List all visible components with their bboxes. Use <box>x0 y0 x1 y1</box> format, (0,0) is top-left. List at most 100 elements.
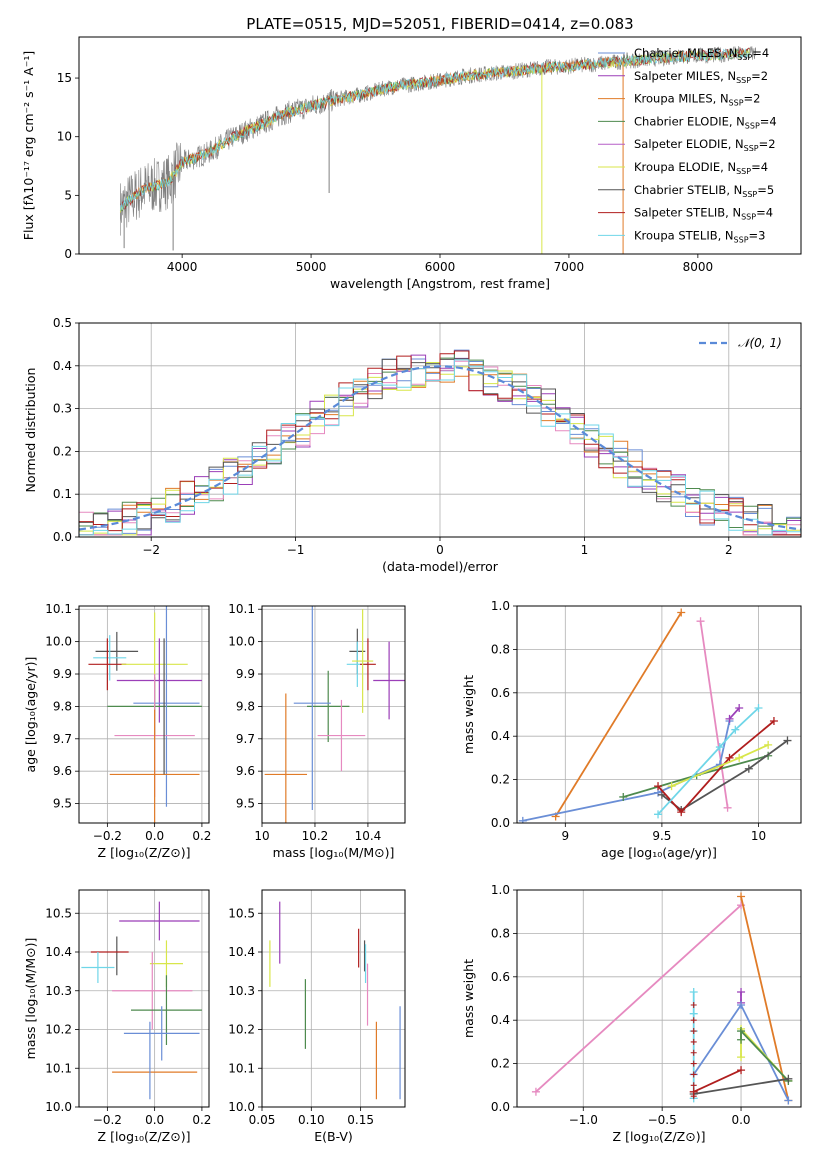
residuals-yticklabel-2: 0.2 <box>53 444 72 458</box>
legend-label-5: Kroupa ELODIE, NSSP=4 <box>634 160 768 176</box>
age_vs_mass-yticklabel-6: 10.1 <box>228 602 255 616</box>
massweight_vs_z-yticklabel-3: 0.6 <box>491 970 510 984</box>
age_vs_z-frame <box>78 605 210 824</box>
massweight_vs_z-marker-2-1 <box>737 987 746 996</box>
massweight_vs_age-marker-7-2 <box>764 740 773 749</box>
mass_vs_z-yticklabel-2: 10.2 <box>45 1023 72 1037</box>
age_vs_mass-point-5 <box>307 670 350 743</box>
mass_vs_ebv-xticklabel-0: 0.05 <box>249 1113 276 1127</box>
age_vs_mass-yticklabel-4: 9.9 <box>236 667 255 681</box>
spectrum-xticklabel-4: 8000 <box>683 260 714 274</box>
legend-label-6: Chabrier STELIB, NSSP=5 <box>634 183 774 199</box>
mass_vs_ebv-yticklabel-2: 10.2 <box>228 1023 255 1037</box>
mass_vs_ebv-yticklabel-0: 10.0 <box>228 1100 255 1114</box>
age_vs_mass-yticklabel-2: 9.7 <box>236 732 255 746</box>
mass_vs_z-yticklabel-0: 10.0 <box>45 1100 72 1114</box>
massweight_vs_age-yticklabel-3: 0.6 <box>491 686 510 700</box>
massweight_vs_age-marker-3-0 <box>725 714 734 723</box>
massweight_vs_z-marker-0-0 <box>531 1087 540 1096</box>
spectrum-xticklabel-0: 4000 <box>167 260 198 274</box>
mass_vs_z-yticklabel-5: 10.5 <box>45 906 72 920</box>
massweight_vs_age-marker-8-3 <box>754 703 763 712</box>
age_vs_mass-yticklabel-5: 10.0 <box>228 635 255 649</box>
mass_vs_z-frame <box>78 889 210 1108</box>
spectrum-yticklabel-2: 10 <box>57 130 72 144</box>
massweight_vs_z-colmarker-0 <box>690 1093 697 1100</box>
age_vs_z-yticklabel-3: 9.8 <box>53 699 72 713</box>
massweight_vs_age-series-0 <box>554 612 682 817</box>
massweight_vs_z-colmarker-1 <box>690 1082 697 1089</box>
spectrum-xticklabel-3: 7000 <box>554 260 585 274</box>
normal-curve <box>79 365 801 531</box>
massweight_vs_age-marker-8-0 <box>654 810 663 819</box>
massweight_vs_age-marker-5-2 <box>744 764 753 773</box>
residuals-xticklabel-0: −2 <box>142 543 160 557</box>
age_vs_z-ylabel: age [log₁₀(age/yr)] <box>23 657 38 773</box>
massweight_vs_z-yticklabel-4: 0.8 <box>491 926 510 940</box>
spectrum-xlabel: wavelength [Angstrom, rest frame] <box>330 276 550 291</box>
spectrum-ylabel: Flux [fλ10⁻¹⁷ erg cm⁻² s⁻¹ A⁻¹] <box>21 51 36 240</box>
residuals-ylabel: Normed distribution <box>23 368 38 493</box>
spectrum-legend: Chabrier MILES, NSSP=4 Salpeter MILES, NS… <box>598 46 777 244</box>
mass_vs_ebv-xticklabel-2: 0.15 <box>347 1113 374 1127</box>
massweight_vs_z-panel: −1.0 −0.5 0.0 0.0 0.2 0.4 0.6 0.8 1.0 Z [log₁₀(Z/… <box>461 883 802 1144</box>
mass_vs_ebv-xlabel: E(B-V) <box>314 1129 353 1144</box>
massweight_vs_age-series-1 <box>699 621 729 808</box>
massweight_vs_age-xticklabel-0: 9 <box>561 829 569 843</box>
massweight_vs_z-marker-6-1 <box>737 1027 746 1036</box>
age_vs_z-panel: −0.2 0.0 0.2 9.5 9.6 9.7 9.8 9.9 10.0 10.1 Z [log₁… <box>23 602 211 860</box>
age_vs_z-xlabel: Z [log₁₀(Z/Z⊙)] <box>98 845 191 860</box>
age_vs_mass-point-6 <box>293 606 331 811</box>
massweight_vs_z-xticklabel-0: −1.0 <box>569 1113 598 1127</box>
age_vs_z-xticklabel-2: 0.2 <box>192 829 211 843</box>
legend-label-1: Salpeter MILES, NSSP=2 <box>634 69 768 85</box>
residuals-yticklabel-5: 0.5 <box>53 316 72 330</box>
mass_vs_z-point-0 <box>119 901 200 941</box>
mass_vs_ebv-yticklabel-4: 10.4 <box>228 945 255 959</box>
spectrum-yticklabel-1: 5 <box>64 188 72 202</box>
massweight_vs_age-series-3 <box>728 707 740 720</box>
residuals-xticklabel-2: 0 <box>436 543 444 557</box>
spectrum-yticklabel-3: 15 <box>57 71 72 85</box>
massweight_vs_z-marker-5-0 <box>737 1053 746 1062</box>
age_vs_z-yticklabel-0: 9.5 <box>53 797 72 811</box>
massweight_vs_age-series-6 <box>657 720 775 814</box>
mass_vs_z-xticklabel-1: 0.0 <box>145 1113 164 1127</box>
age_vs_mass-frame <box>261 605 406 824</box>
legend-label-2: Kroupa MILES, NSSP=2 <box>634 92 760 108</box>
massweight_vs_age-panel: 9 9.5 10 0.0 0.2 0.4 0.6 0.8 1.0 age [log₁₀(age/y… <box>461 599 802 860</box>
massweight_vs_z-frame <box>516 889 802 1108</box>
massweight_vs_age-marker-6-1 <box>677 808 686 817</box>
massweight_vs_z-ylabel: mass weight <box>461 959 476 1038</box>
age_vs_z-point-4 <box>116 638 202 723</box>
massweight_vs_age-marker-3-1 <box>735 703 744 712</box>
massweight_vs_z-colmarker-7 <box>690 1017 697 1024</box>
massweight_vs_age-xlabel: age [log₁₀(age/yr)] <box>601 845 717 860</box>
massweight_vs_z-marker-6-0 <box>737 1035 746 1044</box>
age_vs_mass-point-8 <box>264 693 308 823</box>
residuals-yticklabel-1: 0.1 <box>53 487 72 501</box>
figure-title: PLATE=0515, MJD=52051, FIBERID=0414, z=0… <box>246 15 633 33</box>
spectrum-panel: 4000 5000 6000 7000 8000 0 5 10 15 wavelength [An… <box>21 36 802 291</box>
massweight_vs_z-colmarker-8 <box>690 1002 697 1009</box>
residual-hist-8 <box>79 359 801 536</box>
massweight_vs_z-marker-4-3 <box>689 987 698 996</box>
massweight_vs_age-marker-8-1 <box>715 743 724 752</box>
massweight_vs_age-marker-0-1 <box>677 608 686 617</box>
age_vs_mass-panel: 10 10.2 10.4 9.5 9.6 9.7 9.8 9.9 10.0 10.1 mass [l… <box>228 602 406 860</box>
massweight_vs_z-xticklabel-1: −0.5 <box>648 1113 677 1127</box>
age_vs_mass-yticklabel-1: 9.6 <box>236 764 255 778</box>
mass_vs_ebv-xticklabel-1: 0.10 <box>298 1113 325 1127</box>
legend-label-3: Chabrier ELODIE, NSSP=4 <box>634 114 777 130</box>
massweight_vs_z-marker-7-1 <box>784 1074 793 1083</box>
age_vs_mass-xticklabel-2: 10.4 <box>355 829 382 843</box>
age_vs_z-point-8 <box>109 709 200 823</box>
age_vs_z-point-6 <box>133 606 200 807</box>
massweight_vs_age-xticklabel-2: 10 <box>751 829 766 843</box>
massweight_vs_z-marker-3-1 <box>737 1001 746 1010</box>
age_vs_z-point-0 <box>95 631 139 671</box>
age_vs_mass-yticklabel-0: 9.5 <box>236 797 255 811</box>
massweight_vs_age-marker-4-0 <box>619 792 628 801</box>
massweight_vs_age-frame <box>516 605 802 824</box>
massweight_vs_age-marker-5-3 <box>783 736 792 745</box>
